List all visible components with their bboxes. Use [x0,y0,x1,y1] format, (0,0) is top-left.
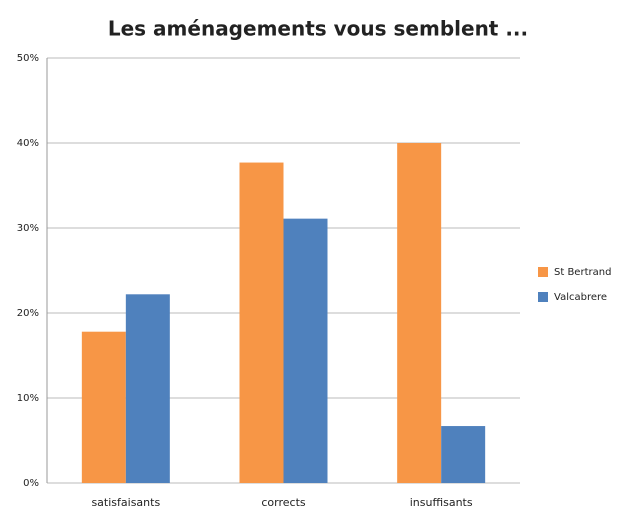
bar [397,143,442,483]
x-tick-label: corrects [261,496,306,509]
chart-title: Les aménagements vous semblent ... [108,17,528,41]
y-tick-label: 20% [17,308,39,319]
legend-label: Valcabrere [554,292,607,303]
bar [239,162,284,484]
y-tick-label: 40% [17,138,39,149]
y-tick-label: 0% [23,478,39,489]
y-tick-label: 10% [17,393,39,404]
y-tick-label: 30% [17,223,39,234]
bar [441,426,486,483]
bar [81,331,126,483]
x-tick-label: satisfaisants [91,496,160,509]
legend-label: St Bertrand [554,267,611,278]
bar [125,294,170,483]
y-tick-label: 50% [17,53,39,64]
bar [283,218,328,483]
legend-swatch [538,292,548,302]
legend-swatch [538,267,548,277]
x-tick-label: insuffisants [410,496,473,509]
